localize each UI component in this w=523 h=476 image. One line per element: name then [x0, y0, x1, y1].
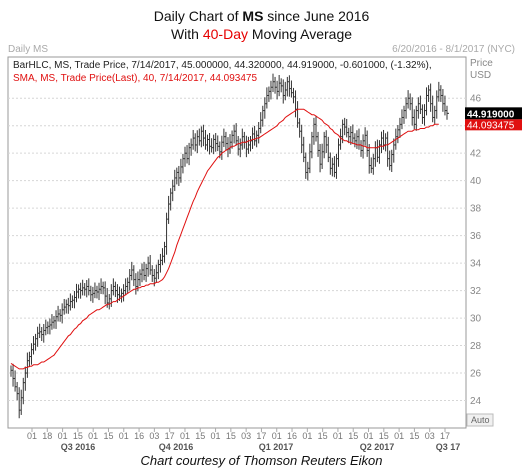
x-tick-label: 01	[302, 431, 312, 441]
x-tick-label: 01	[272, 431, 282, 441]
chart-subtitle: With 40-Day Moving Average	[170, 26, 353, 42]
sma-line	[10, 108, 439, 370]
x-tick-label: 01	[58, 431, 68, 441]
last-price-tag	[465, 107, 522, 120]
last-price-tag-text: 44.919000	[467, 109, 515, 120]
x-tick-label: 01	[119, 431, 129, 441]
x-period-label: Q3 2016	[61, 442, 96, 452]
period-highlight: 40-Day	[202, 26, 248, 42]
y-tick-label: 38	[470, 204, 482, 215]
y-tick-label: 24	[470, 396, 482, 407]
x-tick-label: 17	[165, 431, 175, 441]
x-tick-label: 03	[425, 431, 435, 441]
x-tick-label: 03	[241, 431, 251, 441]
x-tick-label: 01	[364, 431, 374, 441]
x-tick-label: 01	[394, 431, 404, 441]
ticker-label: MS	[242, 8, 264, 24]
x-tick-label: 01	[180, 431, 190, 441]
x-tick-label: 15	[318, 431, 328, 441]
x-period-label: Q3 17	[436, 442, 461, 452]
chart-header-name: Daily MS	[8, 44, 49, 55]
x-tick-label: 17	[256, 431, 266, 441]
x-tick-label: 15	[379, 431, 389, 441]
auto-scale-box	[466, 413, 494, 427]
chart-title: Daily Chart of MS since June 2016	[153, 8, 370, 24]
sma-tag	[465, 119, 522, 131]
x-period-label: Q4 2016	[159, 442, 194, 452]
x-tick-label: 01	[88, 431, 98, 441]
axes: 242628303234363840424446PriceUSDAuto0118…	[27, 58, 494, 452]
y-tick-label: 30	[470, 314, 482, 325]
y-tick-label: 32	[470, 286, 482, 297]
y-tick-label: 34	[470, 259, 482, 270]
sma-layer	[10, 108, 439, 370]
chart-credit: Chart courtesy of Thomson Reuters Eikon	[140, 453, 383, 468]
x-tick-label: 01	[211, 431, 221, 441]
x-tick-label: 15	[103, 431, 113, 441]
currency-axis-label: USD	[470, 70, 491, 81]
plot-frame	[7, 56, 467, 429]
x-tick-label: 15	[73, 431, 83, 441]
x-tick-label: 15	[195, 431, 205, 441]
legend-bar-series: BarHLC, MS, Trade Price, 7/14/2017, 45.0…	[13, 60, 432, 71]
price-bar	[446, 105, 449, 120]
x-tick-label: 17	[440, 431, 450, 441]
x-tick-label: 01	[27, 431, 37, 441]
price-axis-label: Price	[470, 58, 493, 69]
sma-tag-text: 44.093475	[467, 120, 515, 131]
x-tick-label: 03	[149, 431, 159, 441]
auto-scale-label: Auto	[471, 415, 490, 425]
y-tick-label: 40	[470, 176, 482, 187]
x-tick-label: 16	[134, 431, 144, 441]
x-period-label: Q1 2017	[259, 442, 294, 452]
y-tick-label: 36	[470, 231, 482, 242]
x-period-label: Q2 2017	[360, 442, 395, 452]
y-tick-label: 26	[470, 369, 482, 380]
x-tick-label: 01	[333, 431, 343, 441]
y-tick-label: 46	[470, 94, 482, 105]
y-tick-label: 28	[470, 341, 482, 352]
legend-sma-series: SMA, MS, Trade Price(Last), 40, 7/14/201…	[13, 73, 258, 84]
x-tick-label: 15	[409, 431, 419, 441]
grid	[7, 56, 467, 429]
x-tick-label: 15	[226, 431, 236, 441]
x-tick-label: 15	[348, 431, 358, 441]
chart-header-range: 6/20/2016 - 8/1/2017 (NYC)	[392, 44, 515, 55]
x-tick-label: 18	[42, 431, 52, 441]
x-tick-label: 16	[287, 431, 297, 441]
price-bars	[10, 73, 449, 419]
y-tick-label: 42	[470, 149, 482, 160]
